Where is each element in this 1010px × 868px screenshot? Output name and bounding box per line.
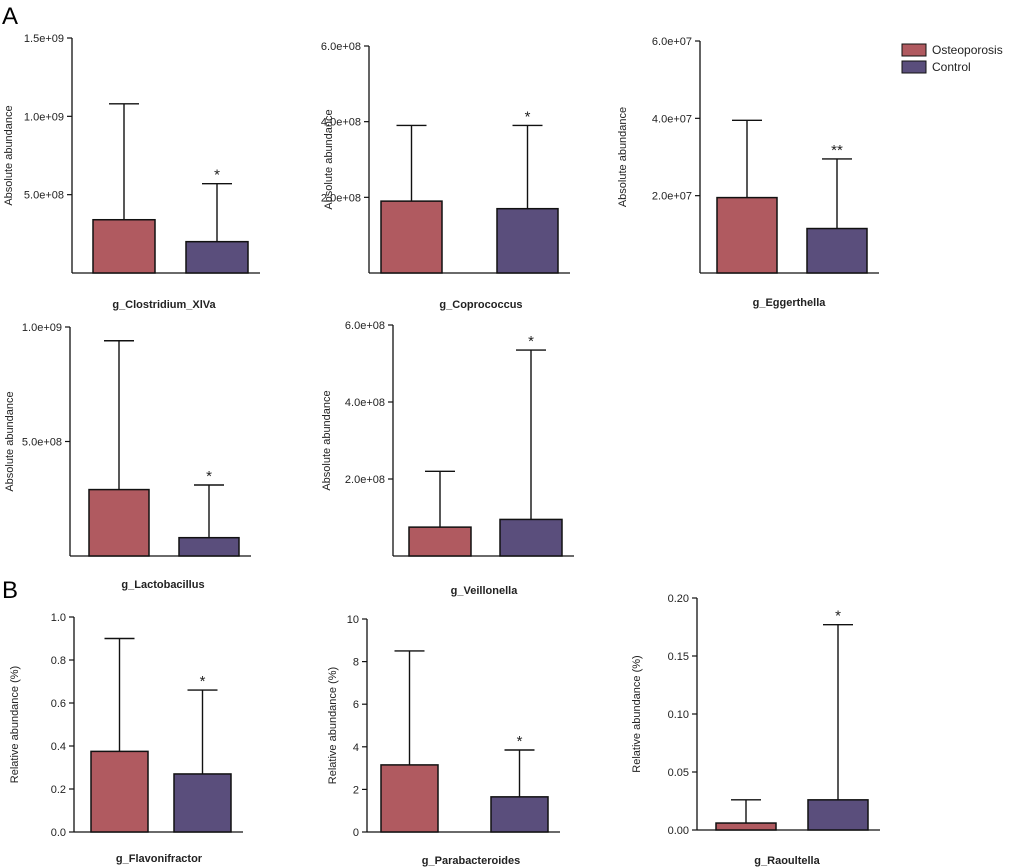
chart-4: 5.0e+08 1.0e+09 * g_Lactobacillus Absolute a…	[4, 322, 251, 591]
y-tick-label: 5.0e+08	[24, 190, 64, 202]
chart-6: 0.0 0.2 0.4 0.6 0.8 1.0 * g_Flavonifractor Relat…	[9, 612, 243, 865]
bar-control	[499, 518, 563, 557]
chart-1: 5.0e+08 1.0e+09 1.5e+09 * g_Clostridium_XlVa…	[3, 33, 260, 311]
y-axis-label: Absolute abundance	[4, 391, 16, 491]
y-tick-label: 0.2	[51, 784, 66, 796]
y-tick-label: 1.0	[51, 612, 66, 624]
y-tick-label: 1.0e+09	[22, 322, 62, 334]
x-axis-label: g_Parabacteroides	[422, 855, 520, 867]
y-tick-label: 4.0e+07	[652, 113, 692, 125]
significance-mark: *	[214, 167, 220, 184]
y-axis-label: Absolute abundance	[321, 390, 333, 490]
y-tick-label: 10	[347, 614, 359, 626]
x-axis-label: g_Clostridium_XlVa	[112, 299, 216, 311]
significance-mark: **	[831, 142, 843, 159]
bar-control	[490, 796, 549, 833]
significance-mark: *	[206, 468, 212, 485]
bar-control	[178, 536, 240, 557]
bar-control	[173, 773, 232, 833]
y-tick-label: 1.0e+09	[24, 111, 64, 123]
y-tick-label: 0.8	[51, 655, 66, 667]
y-tick-label: 0.10	[668, 709, 689, 721]
y-tick-label: 2	[353, 784, 359, 796]
significance-mark: *	[517, 733, 523, 750]
legend-label-control: Control	[932, 60, 971, 74]
y-tick-label: 1.5e+09	[24, 33, 64, 45]
y-tick-label: 0.20	[668, 593, 689, 605]
y-tick-label: 6.0e+07	[652, 36, 692, 48]
chart-5: 2.0e+08 4.0e+08 6.0e+08 * g_Veillonella Absol…	[321, 320, 574, 597]
y-axis-label: Absolute abundance	[617, 107, 629, 207]
panel-label-b: B	[2, 577, 18, 604]
significance-mark: *	[835, 608, 841, 625]
y-tick-label: 6.0e+08	[321, 41, 361, 53]
bar-control	[496, 207, 559, 274]
x-axis-label: g_Coprococcus	[439, 299, 522, 311]
bar-osteoporosis	[408, 526, 472, 557]
y-tick-label: 4.0e+08	[321, 117, 361, 129]
bar-osteoporosis	[380, 764, 439, 833]
chart-7: 0 2 4 6 8 10 * g_Parabacteroides Relative abunda…	[327, 614, 560, 867]
y-tick-label: 6.0e+08	[345, 320, 385, 332]
legend-swatch-osteoporosis	[901, 43, 927, 57]
y-tick-label: 2.0e+07	[652, 191, 692, 203]
y-tick-label: 8	[353, 657, 359, 669]
significance-mark: *	[525, 108, 531, 125]
bar-osteoporosis	[88, 488, 150, 557]
significance-mark: *	[528, 333, 534, 350]
bar-osteoporosis	[716, 196, 778, 274]
bar-osteoporosis	[90, 750, 149, 833]
y-axis-label: Relative abundance (%)	[631, 655, 643, 772]
y-axis-label: Relative abundance (%)	[327, 667, 339, 784]
y-axis-label: Relative abundance (%)	[9, 666, 21, 783]
chart-3: 2.0e+07 4.0e+07 6.0e+07 ** g_Eggerthella Abso…	[617, 36, 879, 309]
x-axis-label: g_Veillonella	[451, 585, 519, 597]
y-tick-label: 0.05	[668, 767, 689, 779]
y-tick-label: 6	[353, 699, 359, 711]
significance-mark: *	[200, 673, 206, 690]
y-axis-label: Absolute abundance	[3, 105, 15, 205]
panel-label-a: A	[2, 3, 18, 30]
y-tick-label: 4	[353, 742, 359, 754]
y-tick-label: 4.0e+08	[345, 397, 385, 409]
bar-control	[807, 799, 869, 831]
bar-osteoporosis	[92, 218, 156, 274]
y-tick-label: 0.0	[51, 827, 66, 839]
bar-control	[185, 240, 249, 274]
x-axis-label: g_Raoultella	[754, 855, 820, 867]
x-axis-label: g_Lactobacillus	[121, 579, 204, 591]
y-tick-label: 0.15	[668, 651, 689, 663]
y-axis-label: Absolute abundance	[323, 109, 335, 209]
y-tick-label: 2.0e+08	[345, 474, 385, 486]
bar-osteoporosis	[380, 200, 443, 274]
legend-swatch-control	[901, 60, 927, 74]
chart-8: 0.00 0.05 0.10 0.15 0.20 * g_Raoultella Relativ…	[631, 593, 880, 867]
x-axis-label: g_Eggerthella	[753, 297, 827, 309]
legend-label-osteoporosis: Osteoporosis	[932, 43, 1003, 57]
y-tick-label: 0.00	[668, 825, 689, 837]
y-tick-label: 0.4	[51, 741, 66, 753]
y-tick-label: 5.0e+08	[22, 437, 62, 449]
legend: Osteoporosis Control	[901, 43, 1003, 74]
y-tick-label: 0	[353, 827, 359, 839]
bar-osteoporosis	[715, 822, 777, 831]
y-tick-label: 2.0e+08	[321, 192, 361, 204]
y-tick-label: 0.6	[51, 698, 66, 710]
x-axis-label: g_Flavonifractor	[116, 853, 203, 865]
bar-control	[806, 227, 868, 274]
chart-2: 2.0e+08 4.0e+08 6.0e+08 * g_Coprococcus Absol…	[321, 41, 570, 311]
